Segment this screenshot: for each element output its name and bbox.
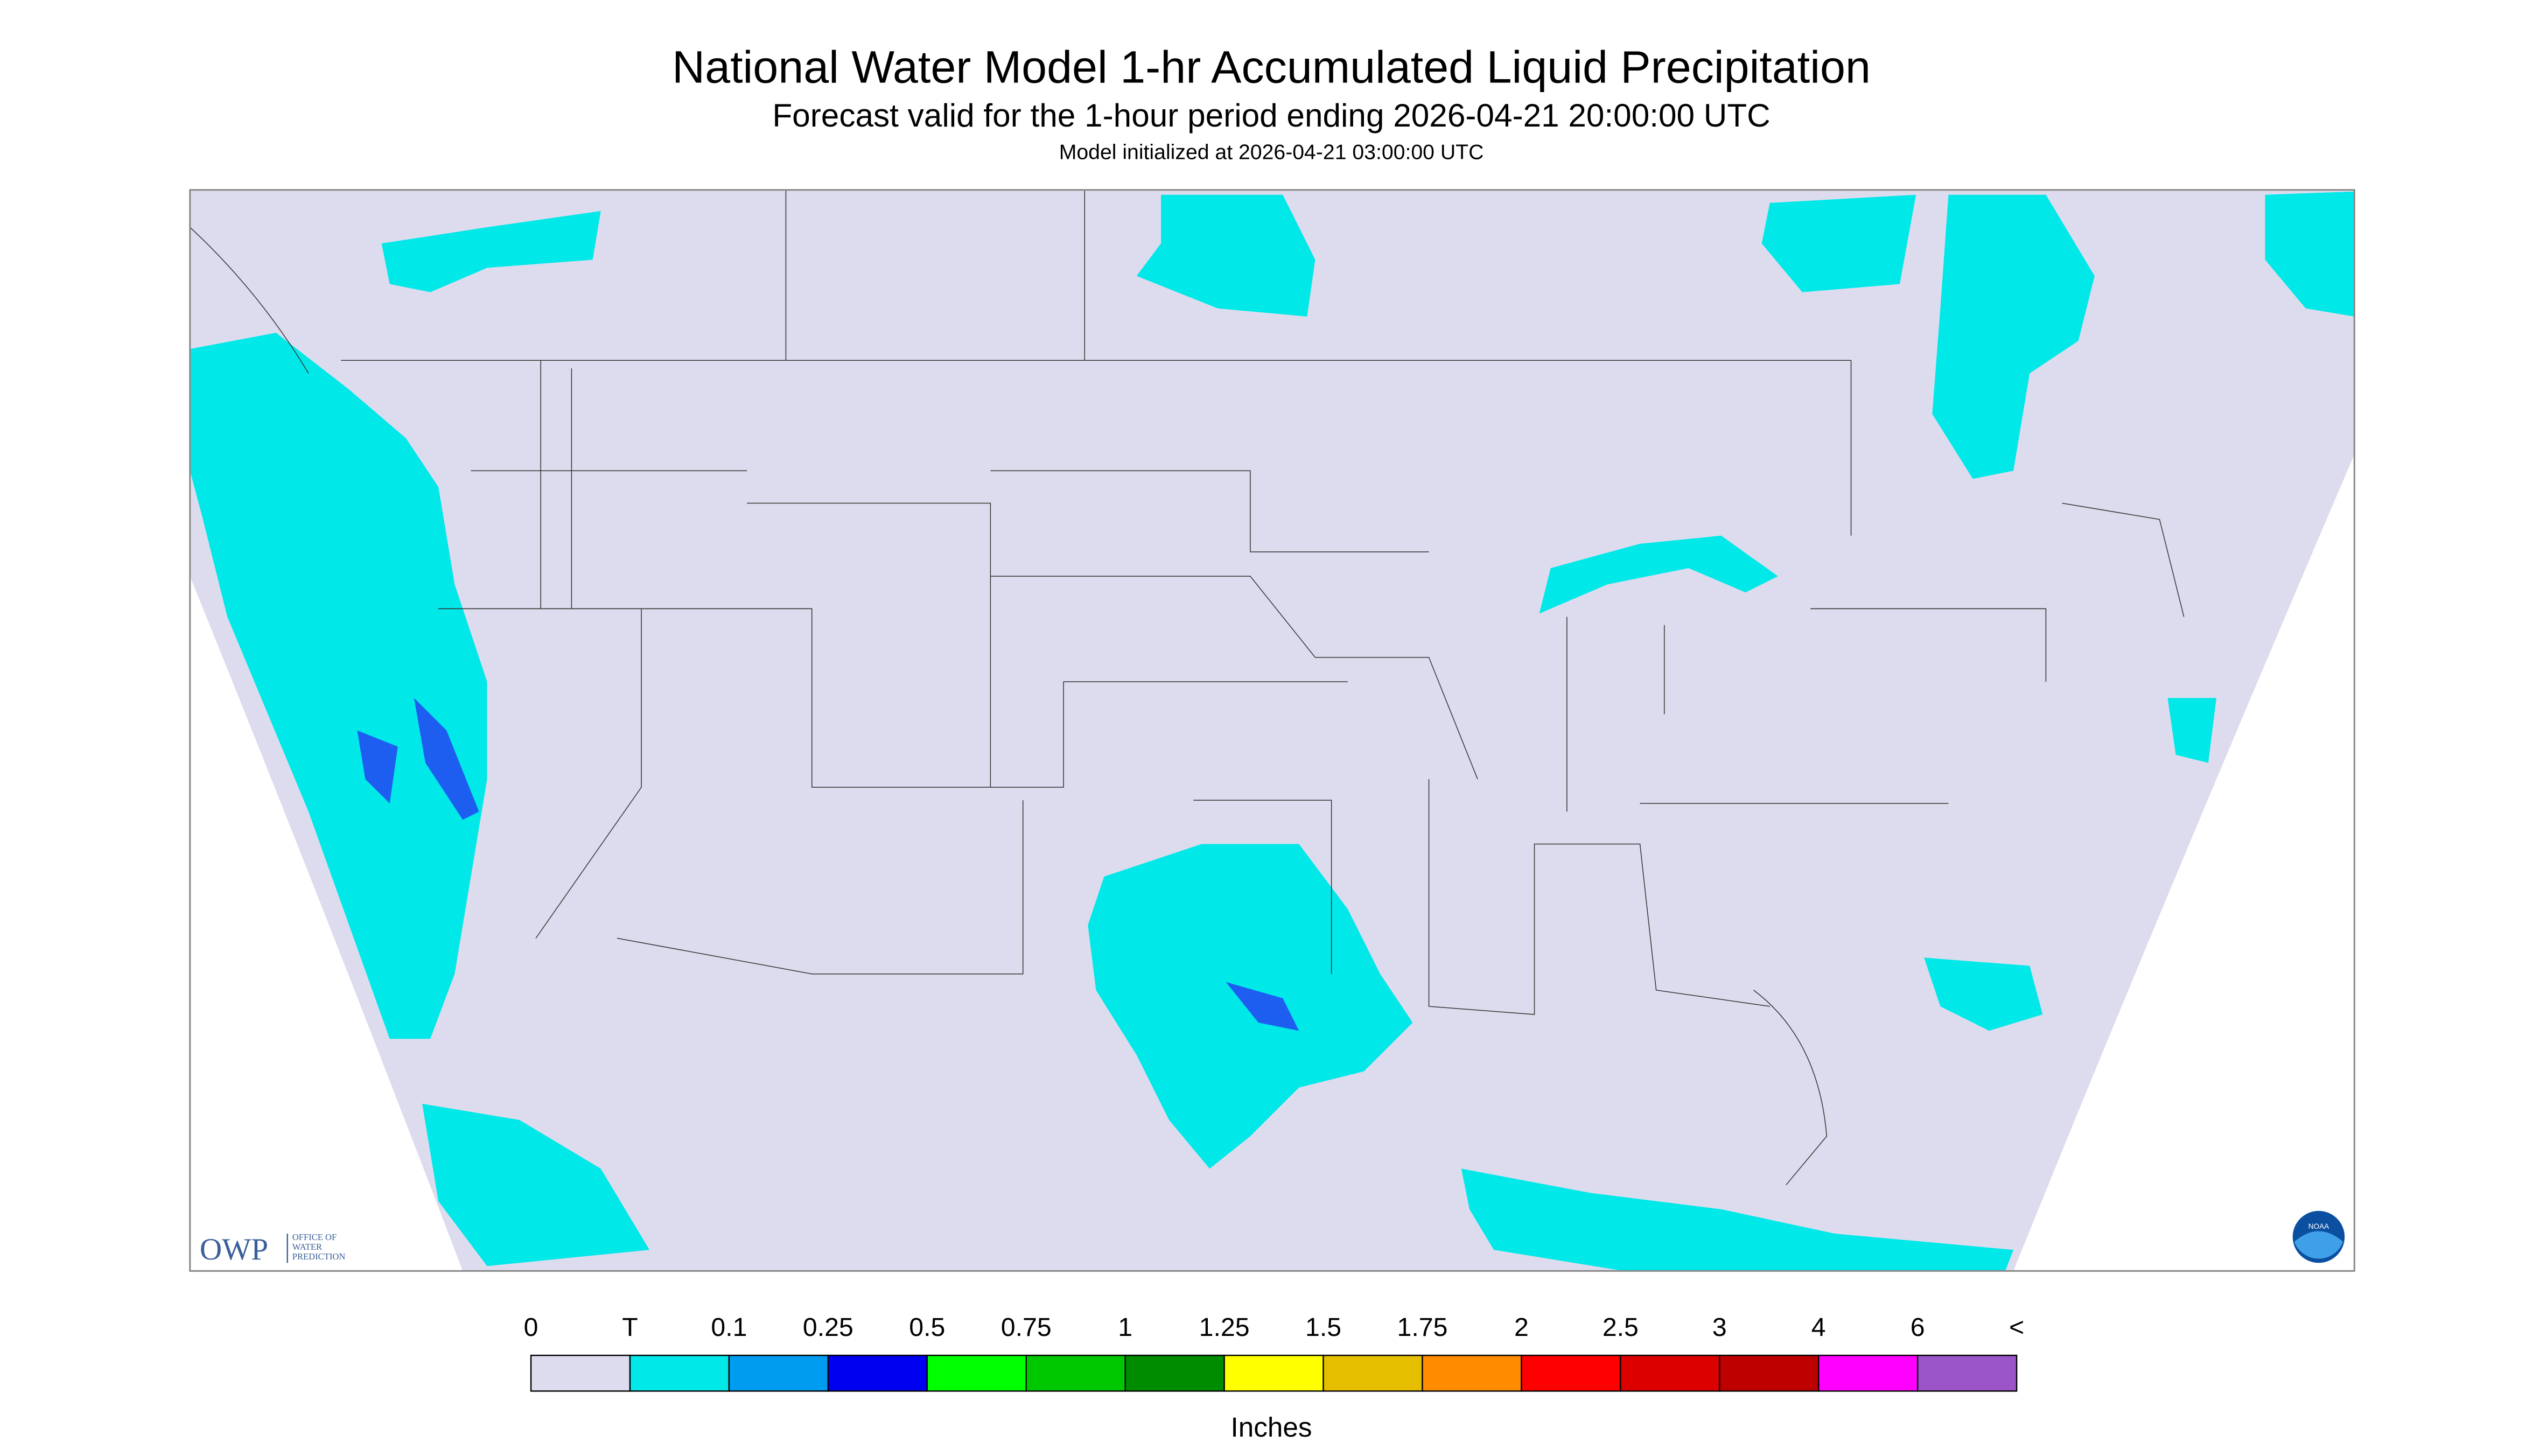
legend-swatch	[1124, 1354, 1225, 1392]
rain-area	[1924, 957, 2043, 1031]
legend-swatch	[926, 1354, 1027, 1392]
legend-label: 4	[1811, 1313, 1826, 1342]
rain-area	[1761, 194, 1916, 292]
legend-label: 3	[1712, 1313, 1727, 1342]
map: OWP OFFICE OF WATER PREDICTION NOAA	[189, 189, 2355, 1272]
legend-label: 0.5	[909, 1313, 945, 1342]
logo-badge: NOAA	[2308, 1222, 2329, 1230]
legend-swatch	[530, 1354, 631, 1392]
legend-label: 6	[1911, 1313, 1925, 1342]
map-frame	[189, 189, 2355, 1272]
subtitle: Forecast valid for the 1-hour period end…	[772, 97, 1770, 134]
rain-area	[1539, 535, 1778, 614]
legend-label: 0	[524, 1313, 538, 1342]
legend-unit: Inches	[1231, 1412, 1312, 1443]
title: National Water Model 1-hr Accumulated Li…	[672, 42, 1871, 93]
legend-swatch	[1916, 1354, 2018, 1392]
legend-swatch	[1620, 1354, 1720, 1392]
legend-label: 1	[1118, 1313, 1132, 1342]
legend-label: 0.1	[711, 1313, 747, 1342]
logo-line: OFFICE OF	[292, 1232, 337, 1242]
logo-line: WATER	[292, 1242, 323, 1252]
legend-label: 2.5	[1603, 1313, 1639, 1342]
rain-area	[422, 1103, 650, 1266]
rain-area	[190, 332, 487, 1039]
state-borders	[190, 190, 2185, 1186]
owp-logo: OWP OFFICE OF WATER PREDICTION	[200, 1232, 345, 1266]
legend: 0 T 0.1 0.25 0.5 0.75 1 1.25 1.5 1.75 2 2.5 3 4 6 <	[524, 1313, 2024, 1392]
init-note: Model initialized at 2026-04-21 03:00:00…	[1059, 141, 1484, 164]
legend-label: 1.75	[1397, 1313, 1448, 1342]
rain-area	[1461, 1168, 2014, 1271]
legend-swatch	[629, 1354, 730, 1392]
logo-wave	[2294, 1231, 2343, 1259]
legend-swatch	[1719, 1354, 1820, 1392]
legend-swatch	[827, 1354, 928, 1392]
legend-swatch	[1818, 1354, 1919, 1392]
logo-line: PREDICTION	[292, 1251, 346, 1262]
legend-swatch	[1025, 1354, 1126, 1392]
model-domain	[190, 190, 2355, 1271]
rain-area	[1136, 194, 1316, 317]
noaa-logo: NOAA	[2292, 1210, 2345, 1263]
legend-label: 1.25	[1199, 1313, 1250, 1342]
legend-swatch	[728, 1354, 829, 1392]
rain-area	[2265, 191, 2355, 317]
legend-label: 1.5	[1305, 1313, 1341, 1342]
legend-swatch	[1521, 1354, 1621, 1392]
legend-swatch	[1422, 1354, 1522, 1392]
legend-label: 0.75	[1001, 1313, 1052, 1342]
legend-label: 2	[1514, 1313, 1529, 1342]
rain-area	[2167, 698, 2216, 763]
legend-label: <	[2009, 1313, 2024, 1342]
legend-swatch	[1223, 1354, 1324, 1392]
rain-area	[1932, 194, 2095, 479]
legend-label: 0.25	[803, 1313, 853, 1342]
rain-area	[381, 211, 601, 292]
logo-text: OWP	[200, 1233, 268, 1266]
legend-label: T	[622, 1313, 638, 1342]
legend-swatch	[1323, 1354, 1423, 1392]
